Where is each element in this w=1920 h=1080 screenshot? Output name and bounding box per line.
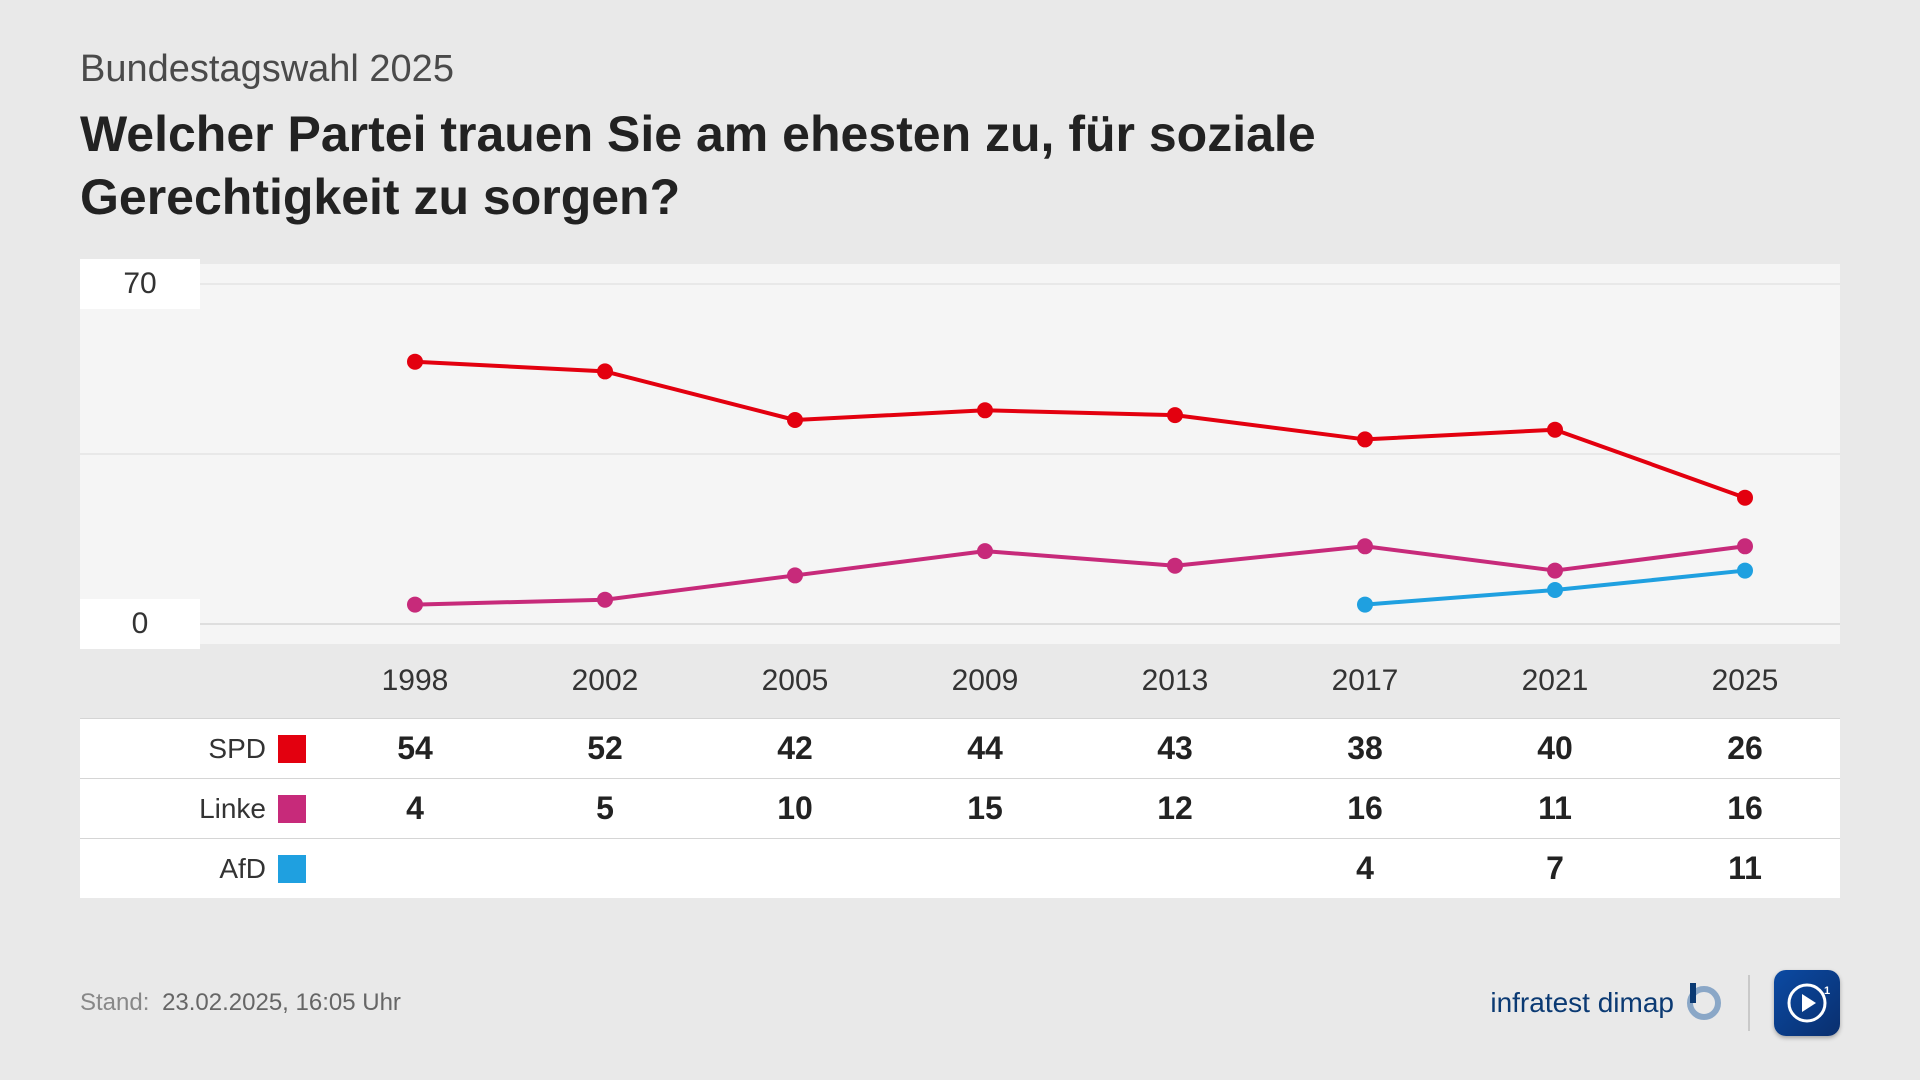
year-header: 2025: [1650, 664, 1840, 698]
infratest-icon: [1684, 983, 1724, 1023]
series-label: AfD: [80, 853, 320, 885]
ytick-70: 70: [80, 259, 200, 309]
table-row: Linke45101512161116: [80, 778, 1840, 838]
stand-label: Stand:: [80, 989, 149, 1016]
data-cell: 4: [1270, 850, 1460, 887]
stand-text: Stand: 23.02.2025, 16:05 Uhr: [80, 989, 401, 1017]
data-cell: 44: [890, 730, 1080, 767]
data-cell: 43: [1080, 730, 1270, 767]
footer: Stand: 23.02.2025, 16:05 Uhr infratest d…: [80, 970, 1840, 1036]
data-cell: 42: [700, 730, 890, 767]
series-swatch: [278, 855, 306, 883]
data-cell: 26: [1650, 730, 1840, 767]
data-cell: 16: [1270, 790, 1460, 827]
table-row: AfD 4711: [80, 838, 1840, 898]
data-cell: 11: [1460, 790, 1650, 827]
data-table: 19982002200520092013201720212025 SPD5452…: [80, 644, 1840, 898]
year-header: 2005: [700, 664, 890, 698]
table-header-row: 19982002200520092013201720212025: [80, 644, 1840, 718]
infratest-label: infratest dimap: [1490, 987, 1674, 1019]
data-cell: 4: [320, 790, 510, 827]
svg-text:1: 1: [1824, 985, 1830, 997]
year-header: 1998: [320, 664, 510, 698]
data-cell: 16: [1650, 790, 1840, 827]
data-cell: 5: [510, 790, 700, 827]
ard-logo: 1: [1774, 970, 1840, 1036]
data-cell: 15: [890, 790, 1080, 827]
series-label: SPD: [80, 733, 320, 765]
year-header: 2017: [1270, 664, 1460, 698]
series-swatch: [278, 735, 306, 763]
logo-divider: [1748, 975, 1750, 1031]
data-cell: 11: [1650, 850, 1840, 887]
series-swatch: [278, 795, 306, 823]
line-chart: 070: [80, 264, 1840, 644]
chart-subtitle: Bundestagswahl 2025: [80, 48, 1840, 91]
data-cell: 12: [1080, 790, 1270, 827]
data-cell: 7: [1460, 850, 1650, 887]
ytick-0: 0: [80, 599, 200, 649]
logos: infratest dimap 1: [1490, 970, 1840, 1036]
data-cell: 10: [700, 790, 890, 827]
series-label: Linke: [80, 793, 320, 825]
stand-value: 23.02.2025, 16:05 Uhr: [162, 989, 401, 1016]
data-cell: 38: [1270, 730, 1460, 767]
year-header: 2013: [1080, 664, 1270, 698]
year-header: 2002: [510, 664, 700, 698]
infratest-logo: infratest dimap: [1490, 983, 1724, 1023]
year-header: 2009: [890, 664, 1080, 698]
data-cell: 52: [510, 730, 700, 767]
data-cell: 54: [320, 730, 510, 767]
chart-title: Welcher Partei trauen Sie am ehesten zu,…: [80, 103, 1580, 228]
data-cell: 40: [1460, 730, 1650, 767]
table-row: SPD5452424443384026: [80, 718, 1840, 778]
year-header: 2021: [1460, 664, 1650, 698]
